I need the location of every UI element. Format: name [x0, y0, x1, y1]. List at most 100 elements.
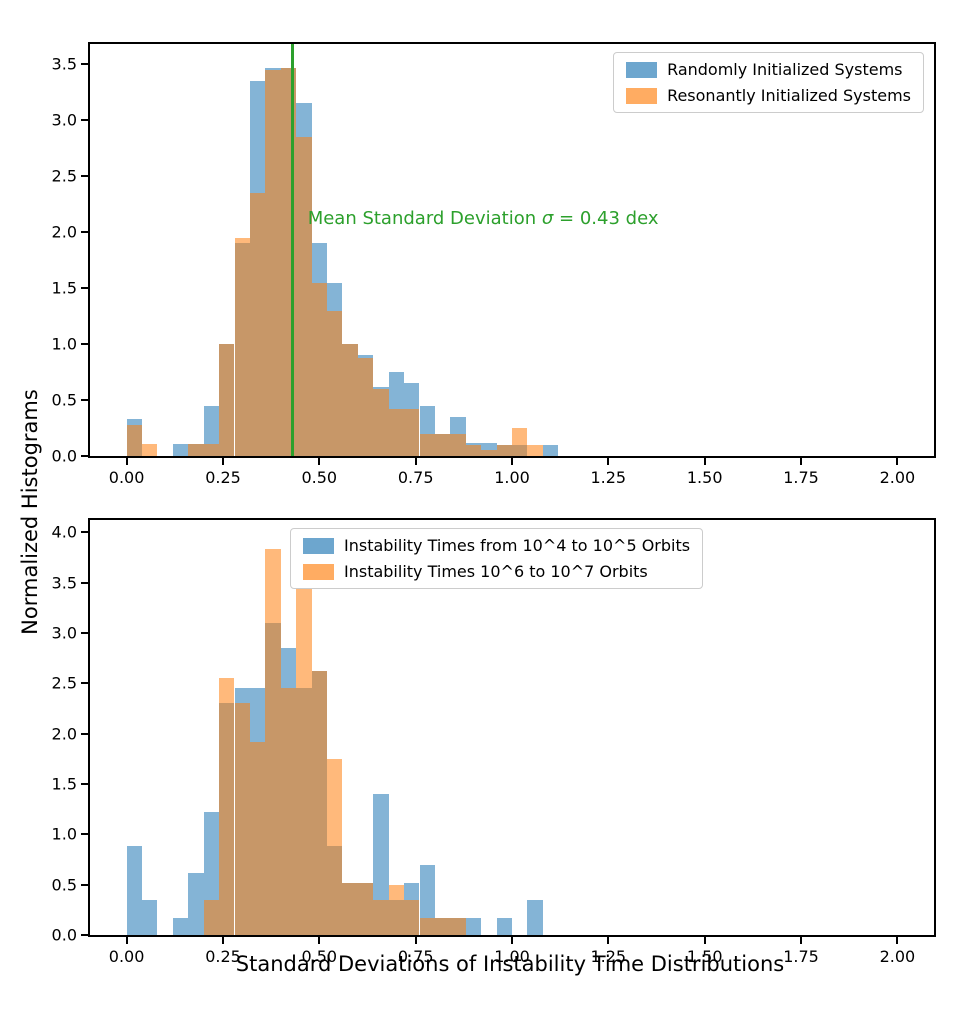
x-tick-label: 1.25	[590, 947, 627, 966]
legend-label: Resonantly Initialized Systems	[667, 86, 911, 105]
y-tick-mark	[81, 455, 88, 457]
x-tick-mark	[125, 937, 128, 944]
x-tick-mark	[511, 937, 513, 944]
x-tick-label: 0.00	[108, 468, 145, 487]
histogram-bar	[280, 688, 297, 935]
histogram-bar	[249, 741, 266, 935]
y-tick-label: 0.5	[51, 390, 77, 410]
histogram-bar	[296, 136, 312, 456]
histogram-bar	[512, 428, 528, 456]
legend-entry: Resonantly Initialized Systems	[626, 86, 911, 105]
histogram-bar	[203, 405, 220, 456]
y-tick-label: 1.5	[51, 774, 77, 794]
x-tick-mark	[318, 458, 321, 465]
x-tick-mark	[607, 937, 610, 944]
histogram-bar	[142, 443, 158, 456]
y-tick-mark	[81, 531, 88, 534]
histogram-bar	[527, 899, 543, 935]
x-tick-mark	[703, 458, 706, 465]
histogram-bar	[219, 678, 235, 935]
legend-label: Randomly Initialized Systems	[667, 60, 903, 79]
y-tick-label: 1.5	[51, 278, 77, 298]
x-tick-mark	[607, 458, 610, 465]
histogram-bar	[203, 443, 220, 456]
x-tick-mark	[318, 937, 321, 944]
y-tick-label: 0.0	[51, 925, 77, 945]
y-tick-mark	[81, 631, 88, 634]
y-tick-label: 3.5	[51, 573, 77, 592]
x-tick-mark	[511, 458, 513, 465]
histogram-bar	[465, 917, 482, 935]
x-tick-label: 0.00	[108, 947, 145, 966]
y-axis-label: Normalized Histograms	[18, 389, 42, 635]
x-tick-label: 1.50	[686, 468, 723, 487]
histogram-bar	[234, 237, 250, 456]
y-tick-mark	[81, 399, 88, 401]
y-tick-mark	[81, 782, 88, 785]
histogram-bar	[188, 872, 204, 935]
x-tick-mark	[222, 937, 224, 944]
histogram-bar	[234, 703, 250, 935]
y-tick-mark	[81, 833, 88, 836]
y-tick-label: 2.5	[51, 166, 77, 186]
legend: Randomly Initialized Systems Resonantly I…	[613, 52, 924, 113]
y-tick-mark	[81, 732, 88, 735]
x-axis-label: Standard Deviations of Instability Time …	[235, 952, 785, 976]
y-tick-mark	[81, 581, 88, 584]
histogram-bar	[450, 917, 466, 935]
y-tick-mark	[81, 682, 88, 685]
histogram-bar	[496, 917, 512, 935]
y-tick-mark	[81, 287, 88, 290]
histogram-bar	[496, 444, 512, 456]
histogram-bar	[465, 444, 482, 456]
histogram-bar	[388, 884, 405, 935]
y-tick-label: 3.0	[51, 623, 77, 643]
histogram-bar	[434, 433, 451, 456]
histogram-bar	[357, 357, 374, 456]
y-tick-mark	[81, 175, 88, 178]
x-tick-mark	[414, 458, 417, 465]
histogram-bar	[219, 344, 235, 456]
x-tick-label: 0.75	[397, 468, 434, 487]
histogram-bar	[249, 192, 266, 456]
y-tick-mark	[81, 119, 88, 122]
legend: Instability Times from 10^4 to 10^5 Orbi…	[290, 528, 704, 589]
histogram-bar	[481, 450, 497, 456]
x-tick-label: 0.25	[205, 468, 241, 487]
legend-entry: Instability Times from 10^4 to 10^5 Orbi…	[303, 536, 690, 555]
x-tick-label: 1.75	[783, 468, 819, 487]
legend-label: Instability Times from 10^4 to 10^5 Orbi…	[344, 536, 691, 555]
legend-swatch	[303, 563, 334, 580]
y-tick-label: 0.5	[51, 875, 77, 895]
histogram-bar	[296, 549, 312, 935]
histogram-bar	[126, 424, 142, 456]
histogram-bar	[404, 899, 420, 935]
y-tick-mark	[81, 63, 88, 66]
mean-annotation: Mean Standard Deviation σ = 0.43 dex	[307, 207, 659, 229]
x-tick-mark	[800, 937, 802, 944]
y-tick-label: 2.5	[51, 673, 77, 693]
legend-entry: Instability Times 10^6 to 10^7 Orbits	[303, 562, 690, 581]
x-tick-mark	[125, 458, 128, 465]
histogram-bar	[126, 846, 142, 935]
y-tick-label: 3.5	[51, 54, 77, 74]
x-tick-mark	[222, 458, 224, 465]
histogram-bar	[419, 864, 435, 935]
histogram-bar	[265, 549, 281, 935]
histogram-bar	[527, 444, 543, 456]
legend-entry: Randomly Initialized Systems	[626, 60, 911, 79]
x-tick-label: 2.00	[879, 468, 916, 487]
histogram-bar	[342, 344, 358, 456]
y-tick-mark	[81, 883, 88, 886]
histogram-bar	[450, 433, 466, 456]
x-tick-label: 1.75	[783, 947, 819, 966]
y-tick-label: 2.0	[51, 222, 77, 242]
y-tick-label: 2.0	[51, 724, 77, 743]
histogram-bar	[404, 409, 420, 456]
x-tick-label: 1.00	[494, 947, 530, 966]
bottom-histogram-axes: 0.00 0.25 0.50 0.75 1.00 1.25 1.50 1.75 2.00 0.0 0…	[52, 518, 936, 966]
y-tick-label: 0.0	[51, 446, 77, 466]
legend-swatch	[303, 537, 334, 554]
histogram-bar	[542, 444, 559, 456]
top-histogram-axes: Mean Standard Deviation σ = 0.43 dex 0.00…	[52, 42, 936, 487]
